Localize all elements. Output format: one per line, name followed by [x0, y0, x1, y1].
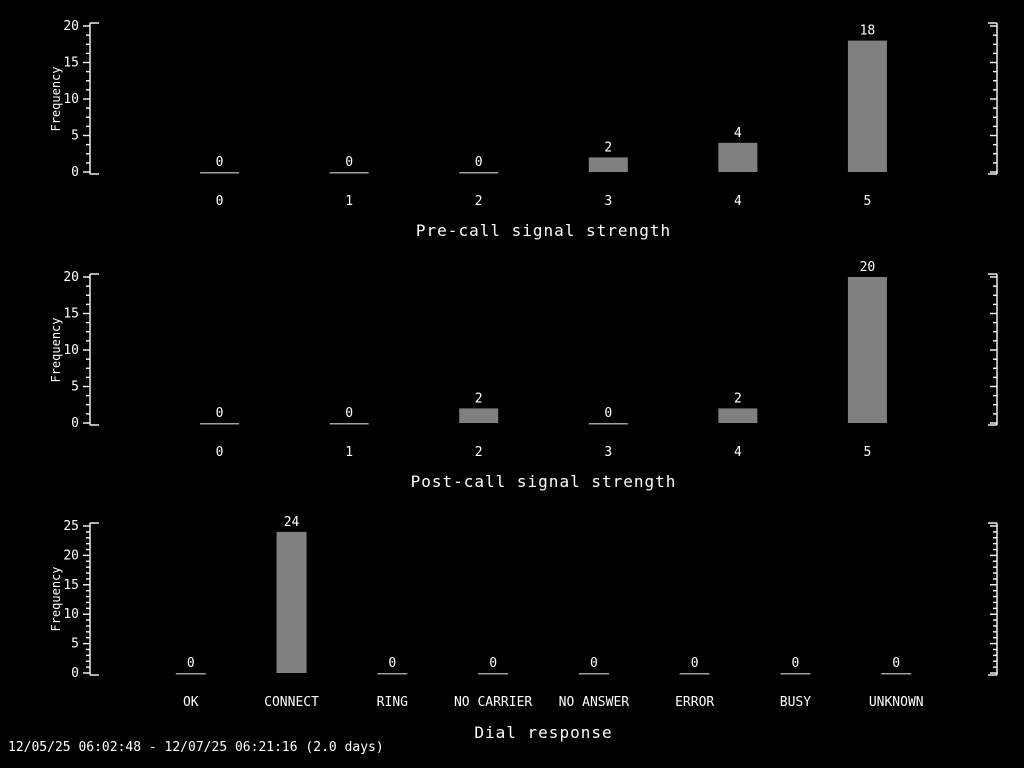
x-category-label: 5: [864, 194, 872, 209]
y-tick-label: 20: [63, 19, 79, 34]
chart-2: 0 5 10 15 20 25 0 OK 24 CONNECT 0 RING 0 NO CARRIER 0 N…: [63, 515, 998, 710]
bar-value-label: 18: [860, 24, 876, 39]
x-category-label: NO ANSWER: [559, 695, 630, 710]
bar-value-label: 2: [475, 391, 483, 406]
bar-value-label: 20: [860, 260, 876, 275]
x-category-label: RING: [377, 695, 408, 710]
chart-title-post-call-signal-strength: Post-call signal strength: [410, 472, 677, 491]
zero-bar-line: [329, 423, 369, 425]
x-category-label: 0: [216, 194, 224, 209]
x-category-label: 5: [864, 445, 872, 460]
bar: [718, 408, 758, 423]
bar-value-label: 0: [216, 406, 224, 421]
chart-title-dial-response: Dial response: [474, 723, 613, 742]
x-category-label: 3: [604, 445, 612, 460]
x-category-label: BUSY: [780, 695, 811, 710]
bar-value-label: 0: [691, 656, 699, 671]
bar-value-label: 0: [345, 155, 353, 170]
y-tick-label: 0: [71, 666, 79, 681]
zero-bar-line: [588, 423, 628, 425]
zero-bar-line: [175, 673, 206, 675]
bar-value-label: 4: [734, 126, 742, 141]
x-category-label: 0: [216, 445, 224, 460]
zero-bar-line: [780, 673, 811, 675]
zero-bar-line: [679, 673, 710, 675]
x-category-label: 2: [475, 194, 483, 209]
zero-bar-line: [459, 172, 499, 174]
zero-bar-line: [578, 673, 609, 675]
y-tick-label: 10: [63, 343, 79, 358]
zero-bar-line: [881, 673, 912, 675]
x-category-label: OK: [183, 695, 199, 710]
x-category-label: 1: [345, 194, 353, 209]
x-category-label: NO CARRIER: [454, 695, 532, 710]
y-tick-label: 15: [63, 578, 79, 593]
bar: [718, 142, 758, 172]
bar-value-label: 0: [892, 656, 900, 671]
bar-value-label: 2: [734, 391, 742, 406]
bar: [588, 157, 628, 172]
x-category-label: 3: [604, 194, 612, 209]
zero-bar-line: [478, 673, 509, 675]
y-tick-label: 5: [71, 637, 79, 652]
bar-value-label: 0: [590, 656, 598, 671]
y-axis-label-frequency-2: Frequency: [49, 317, 63, 383]
bar: [459, 408, 499, 423]
bar-value-label: 0: [475, 155, 483, 170]
zero-bar-line: [377, 673, 408, 675]
bar-value-label: 24: [284, 515, 300, 530]
y-tick-label: 0: [71, 165, 79, 180]
bar-value-label: 2: [604, 140, 612, 155]
x-category-label: 4: [734, 194, 742, 209]
y-tick-label: 10: [63, 92, 79, 107]
bar-value-label: 0: [345, 406, 353, 421]
y-axis-label-frequency-1: Frequency: [49, 66, 63, 132]
x-category-label: CONNECT: [264, 695, 319, 710]
bar-value-label: 0: [604, 406, 612, 421]
y-tick-label: 20: [63, 270, 79, 285]
bar-value-label: 0: [187, 656, 195, 671]
x-category-label: UNKNOWN: [869, 695, 924, 710]
x-category-label: ERROR: [675, 695, 714, 710]
y-tick-label: 5: [71, 129, 79, 144]
zero-bar-line: [329, 172, 369, 174]
x-category-label: 4: [734, 445, 742, 460]
bar: [847, 40, 887, 172]
chart-title-pre-call-signal-strength: Pre-call signal strength: [415, 221, 672, 240]
y-tick-label: 5: [71, 380, 79, 395]
y-tick-label: 15: [63, 56, 79, 71]
y-tick-label: 20: [63, 548, 79, 563]
bar-value-label: 0: [489, 656, 497, 671]
bar: [847, 277, 887, 423]
zero-bar-line: [200, 423, 240, 425]
y-tick-label: 25: [63, 519, 79, 534]
x-category-label: 1: [345, 445, 353, 460]
x-category-label: 2: [475, 445, 483, 460]
bar-value-label: 0: [792, 656, 800, 671]
bar-value-label: 0: [216, 155, 224, 170]
y-tick-label: 10: [63, 607, 79, 622]
bar: [276, 531, 307, 673]
zero-bar-line: [200, 172, 240, 174]
y-tick-label: 0: [71, 416, 79, 431]
time-range-label: 12/05/25 06:02:48 - 12/07/25 06:21:16 (2…: [8, 740, 384, 755]
y-tick-label: 15: [63, 307, 79, 322]
y-axis-label-frequency-3: Frequency: [49, 566, 63, 632]
bar-value-label: 0: [388, 656, 396, 671]
